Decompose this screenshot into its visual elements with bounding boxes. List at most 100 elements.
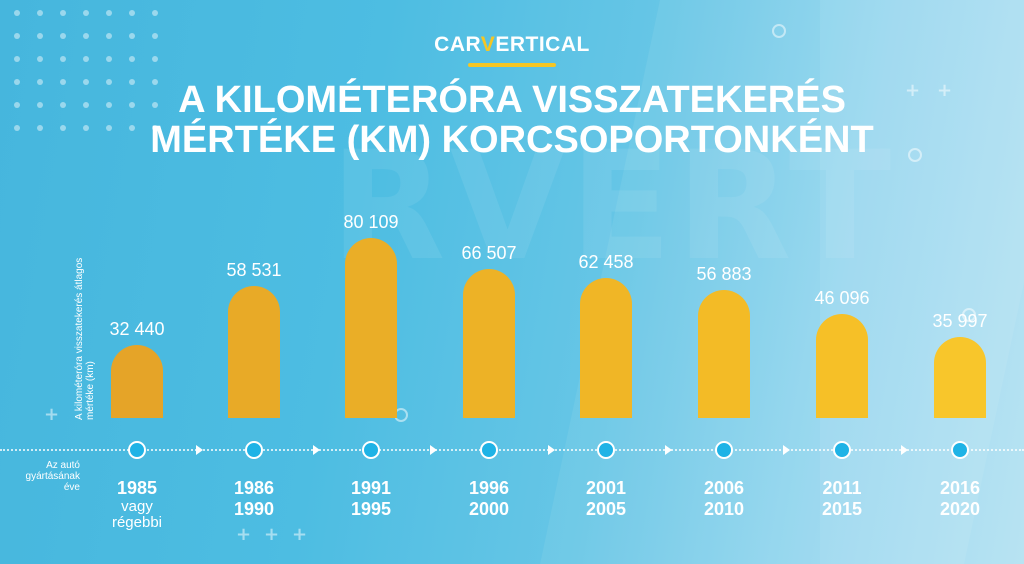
arrow-icon — [783, 445, 790, 455]
logo-underline — [468, 63, 556, 67]
carvertical-logo: CARVERTICAL — [0, 33, 1024, 57]
dot-decoration — [129, 102, 135, 108]
dot-decoration — [129, 10, 135, 16]
dot-decoration — [152, 33, 158, 39]
year-range-label: 2001 2005 — [556, 478, 656, 520]
arrow-icon — [313, 445, 320, 455]
dot-decoration — [129, 79, 135, 85]
dot-decoration — [83, 56, 89, 62]
logo-text: CAR — [434, 33, 481, 56]
bar — [345, 238, 397, 418]
year-end: 2000 — [468, 499, 510, 519]
year-start: 2016 — [939, 478, 981, 498]
dot-decoration — [106, 102, 112, 108]
dot-decoration — [14, 33, 20, 39]
year-range-label: 1996 2000 — [439, 478, 539, 520]
arrow-icon — [665, 445, 672, 455]
timeline-node — [480, 441, 498, 459]
dot-decoration — [83, 10, 89, 16]
year-range-label: 1985 vagy régebbi — [87, 478, 187, 531]
bar-value-label: 62 458 — [578, 252, 634, 272]
bar-value-label: 35 997 — [932, 311, 988, 331]
year-start: 1991 — [350, 478, 392, 498]
x-axis-label-line: éve — [63, 482, 80, 493]
plus-icon: + — [236, 524, 252, 545]
dot-decoration — [37, 56, 43, 62]
dot-decoration — [14, 79, 20, 85]
dot-decoration — [152, 125, 158, 131]
year-range-label: 2006 2010 — [674, 478, 774, 520]
dot-decoration — [60, 79, 66, 85]
dot-decoration — [106, 10, 112, 16]
plus-icon: + — [905, 80, 921, 101]
year-end: 1990 — [233, 499, 275, 519]
dot-decoration — [37, 79, 43, 85]
bar — [580, 278, 632, 418]
dot-decoration — [83, 33, 89, 39]
year-start: 2006 — [703, 478, 745, 498]
dot-decoration — [37, 10, 43, 16]
circle-decoration — [772, 24, 786, 38]
timeline-node — [715, 441, 733, 459]
title-line-2: MÉRTÉKE (KM) KORCSOPORTONKÉNT — [150, 119, 874, 161]
dot-decoration — [152, 10, 158, 16]
bar-value-label: 66 507 — [461, 243, 517, 263]
plus-icon: + — [44, 404, 60, 425]
x-axis-label: Az autó gyártásának éve — [0, 460, 80, 493]
plus-icon: + — [937, 80, 953, 101]
dot-decoration — [106, 125, 112, 131]
arrow-icon — [430, 445, 437, 455]
plus-icon: + — [292, 524, 308, 545]
bar-value-label: 56 883 — [696, 264, 752, 284]
logo-accent: V — [480, 33, 496, 56]
year-end: 1995 — [350, 499, 392, 519]
dot-decoration — [60, 125, 66, 131]
bar-value-label: 32 440 — [109, 319, 165, 339]
dot-decoration — [83, 125, 89, 131]
year-end: 2015 — [821, 499, 863, 519]
circle-decoration — [962, 308, 976, 322]
dot-decoration — [129, 56, 135, 62]
bar — [698, 290, 750, 418]
chart-title: A KILOMÉTERÓRA VISSZATEKERÉS MÉRTÉKE (KM… — [0, 80, 1024, 160]
dot-decoration — [37, 125, 43, 131]
dot-decoration — [14, 125, 20, 131]
year-end: vagy — [121, 498, 153, 515]
dot-decoration — [37, 102, 43, 108]
timeline-node — [362, 441, 380, 459]
dot-decoration — [129, 33, 135, 39]
dot-decoration — [129, 125, 135, 131]
year-end: 2010 — [703, 499, 745, 519]
year-extra: régebbi — [111, 514, 163, 531]
dot-decoration — [60, 102, 66, 108]
x-axis-label-line: Az autó — [46, 460, 80, 471]
dot-decoration — [14, 56, 20, 62]
timeline-node — [951, 441, 969, 459]
arrow-icon — [901, 445, 908, 455]
dot-decoration — [106, 79, 112, 85]
title-line-1: A KILOMÉTERÓRA VISSZATEKERÉS — [178, 79, 846, 121]
dot-decoration — [152, 56, 158, 62]
logo-text: ERTICAL — [495, 33, 590, 56]
year-start: 1986 — [233, 478, 275, 498]
dot-decoration — [60, 10, 66, 16]
watermark-text: RVERT — [330, 120, 896, 294]
bar-value-label: 58 531 — [226, 260, 282, 280]
plus-icon: + — [264, 524, 280, 545]
arrow-icon — [548, 445, 555, 455]
bar — [228, 286, 280, 418]
timeline-node — [597, 441, 615, 459]
dot-decoration — [106, 33, 112, 39]
dot-decoration — [37, 33, 43, 39]
dot-decoration — [83, 79, 89, 85]
x-axis-label-line: gyártásának — [25, 471, 80, 482]
bar-value-label: 80 109 — [343, 212, 399, 232]
bar — [816, 314, 868, 418]
dot-decoration — [60, 56, 66, 62]
year-range-label: 1991 1995 — [321, 478, 421, 520]
bar — [463, 269, 515, 418]
timeline-axis — [0, 449, 1024, 451]
bar — [111, 345, 163, 418]
year-end: 2005 — [585, 499, 627, 519]
